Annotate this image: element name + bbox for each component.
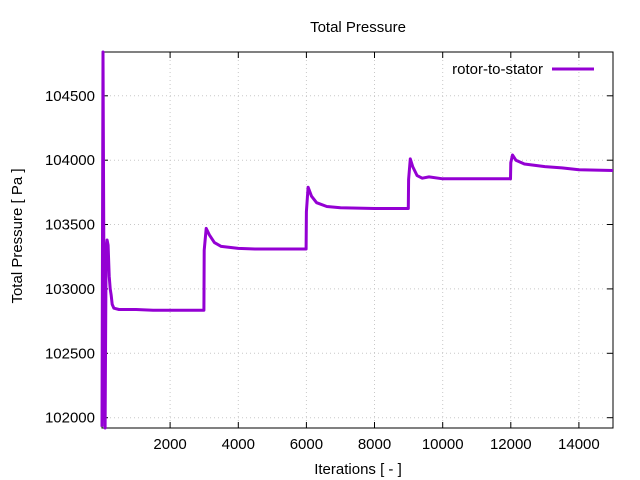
series-line — [100, 50, 614, 430]
grid-lines — [102, 52, 613, 428]
y-tick-label: 103000 — [45, 281, 95, 298]
y-tick-label: 103500 — [45, 217, 95, 234]
x-axis-label: Iterations [ - ] — [314, 461, 402, 478]
axis-ticks — [102, 52, 613, 428]
y-tick-label: 104500 — [45, 88, 95, 105]
y-tick-labels: 102000 102500 103000 103500 104000 104500 — [45, 88, 95, 427]
x-tick-label: 4000 — [222, 436, 255, 453]
x-tick-label: 10000 — [422, 436, 464, 453]
y-axis-label: Total Pressure [ Pa ] — [9, 168, 26, 303]
legend-label: rotor-to-stator — [452, 61, 543, 78]
y-tick-label: 104000 — [45, 152, 95, 169]
plot-area-border — [101, 51, 614, 429]
chart-title: Total Pressure — [310, 19, 406, 36]
x-tick-label: 14000 — [558, 436, 600, 453]
x-tick-labels: 2000 4000 6000 8000 10000 12000 14000 — [153, 436, 599, 453]
x-tick-label: 12000 — [490, 436, 532, 453]
x-tick-label: 8000 — [358, 436, 391, 453]
y-tick-label: 102000 — [45, 410, 95, 427]
series-layer — [100, 50, 614, 430]
y-tick-label: 102500 — [45, 345, 95, 362]
legend: rotor-to-stator — [452, 61, 594, 78]
x-tick-label: 2000 — [153, 436, 186, 453]
x-tick-label: 6000 — [290, 436, 323, 453]
